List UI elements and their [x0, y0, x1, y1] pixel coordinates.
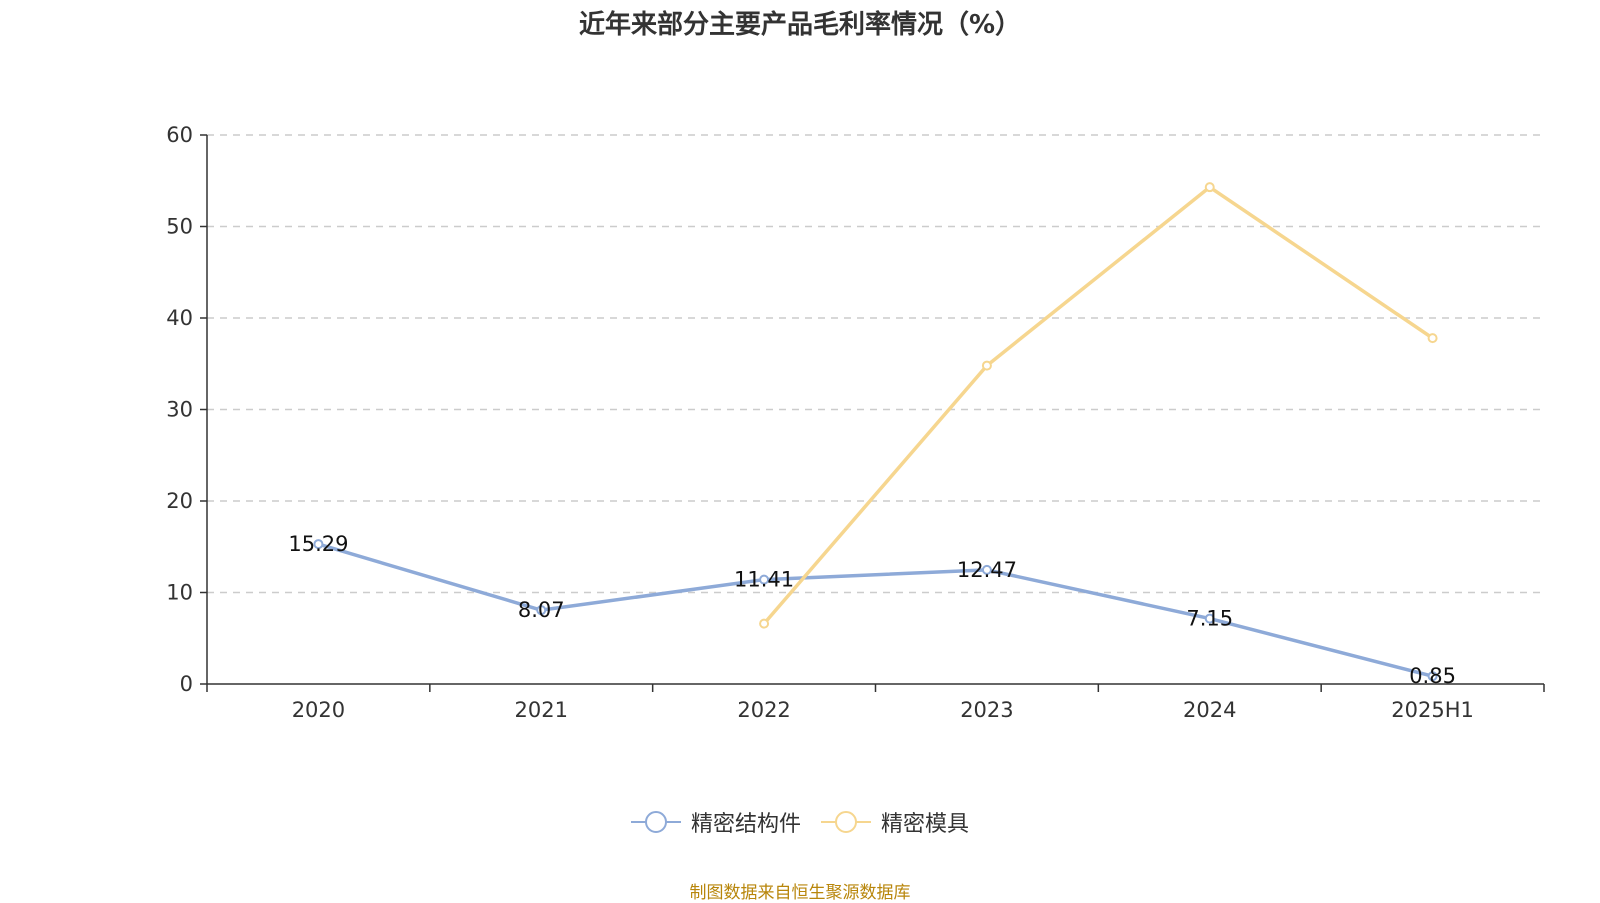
- x-tick-label: 2022: [737, 698, 790, 722]
- data-label: 15.29: [288, 532, 348, 556]
- data-label: 12.47: [957, 558, 1017, 582]
- series-lines: [313, 182, 1438, 682]
- y-tick-label: 50: [166, 215, 193, 239]
- data-label: 0.85: [1409, 664, 1456, 688]
- data-point: [313, 539, 324, 550]
- data-point: [981, 564, 992, 575]
- series-line-0: [316, 542, 1435, 678]
- chart-title: 近年来部分主要产品毛利率情况（%）: [578, 10, 1022, 40]
- legend-label-series-0: 精密结构件: [690, 812, 801, 837]
- data-point: [536, 605, 547, 616]
- y-tick-label: 40: [166, 306, 193, 330]
- legend-label-series-1: 精密模具: [881, 812, 970, 837]
- data-point: [1427, 671, 1438, 682]
- data-point: [1427, 333, 1438, 344]
- data-point: [1204, 613, 1215, 624]
- grid-lines: [207, 134, 1544, 594]
- data-label: 7.15: [1186, 607, 1233, 631]
- y-tick-label: 0: [180, 672, 193, 696]
- legend-marker-icon: [630, 811, 681, 833]
- x-tick-label: 2021: [515, 698, 568, 722]
- legend-marker-icon: [821, 811, 871, 833]
- data-point: [759, 574, 770, 585]
- data-point: [759, 618, 770, 629]
- axes: 0 10 20 30 40 50 60 2020 2021 2022 2023 2024 2025H1: [166, 123, 1545, 722]
- data-labels: 15.29 8.07 11.41 12.47 7.15 0.85: [288, 532, 1456, 688]
- y-tick-label: 60: [166, 123, 193, 147]
- x-tick-label: 2025H1: [1391, 698, 1474, 722]
- legend-item-series-0[interactable]: 精密结构件: [630, 806, 801, 838]
- series-line-1: [762, 185, 1435, 626]
- source-note: 制图数据来自恒生聚源数据库: [689, 883, 911, 903]
- x-tick-label: 2023: [960, 698, 1013, 722]
- data-label: 11.41: [734, 568, 794, 592]
- data-point: [981, 360, 992, 371]
- data-label: 8.07: [518, 598, 565, 622]
- y-tick-label: 30: [166, 398, 193, 422]
- data-point: [1204, 182, 1215, 193]
- x-tick-label: 2024: [1183, 698, 1236, 722]
- legend: 精密结构件 精密模具: [0, 806, 1600, 838]
- y-tick-label: 10: [166, 581, 193, 605]
- legend-item-series-1[interactable]: 精密模具: [821, 806, 969, 838]
- y-tick-label: 20: [166, 489, 193, 513]
- x-tick-label: 2020: [292, 698, 345, 722]
